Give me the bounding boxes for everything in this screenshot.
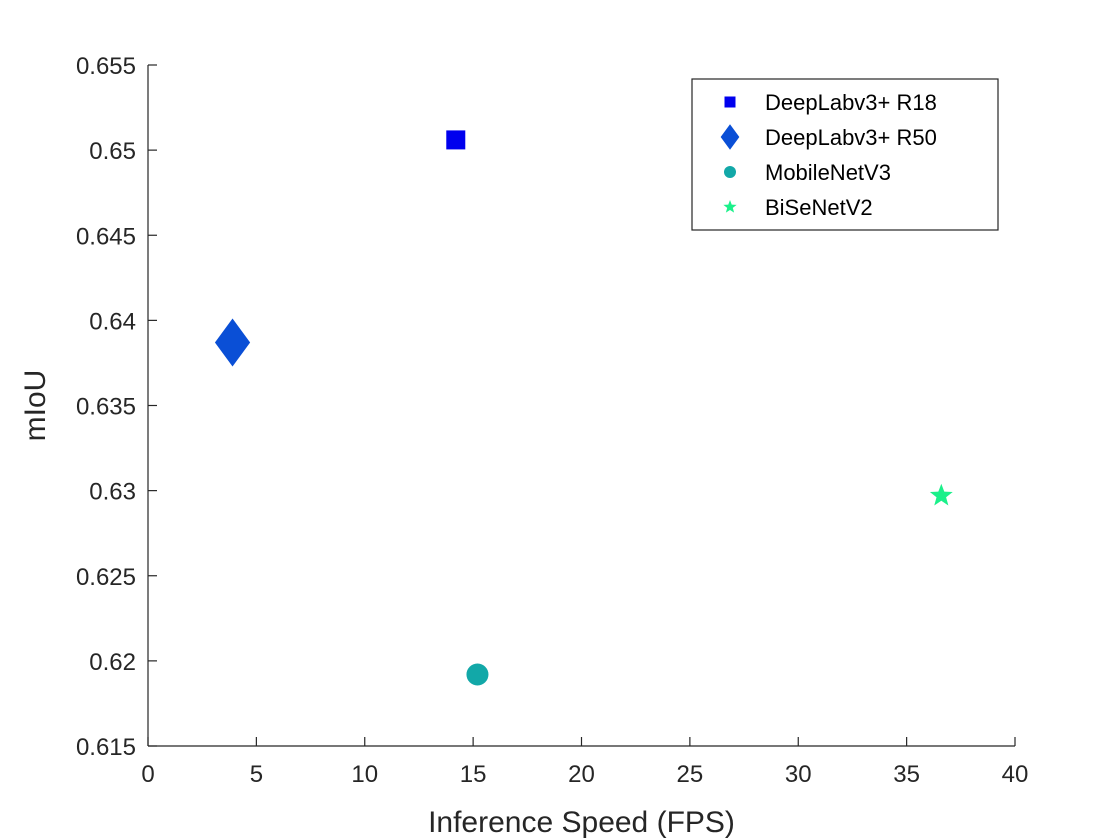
legend: DeepLabv3+ R18 DeepLabv3+ R50 MobileNetV3 B… bbox=[691, 78, 999, 231]
x-tick-label: 10 bbox=[351, 761, 378, 788]
data-points bbox=[214, 130, 953, 686]
legend-marker bbox=[723, 200, 737, 213]
legend-entry: BiSeNetV2 bbox=[765, 195, 873, 220]
y-tick-label: 0.62 bbox=[89, 649, 136, 676]
y-tick-label: 0.65 bbox=[89, 138, 136, 165]
data-point-bisenetv2 bbox=[929, 483, 953, 506]
data-point-mobilenetv3 bbox=[466, 663, 489, 686]
y-tick-label: 0.655 bbox=[76, 53, 136, 80]
x-tick-label: 35 bbox=[893, 761, 920, 788]
legend-marker bbox=[720, 124, 740, 150]
legend-box bbox=[691, 78, 999, 231]
legend-marker bbox=[724, 166, 736, 178]
x-tick-label: 40 bbox=[1002, 761, 1029, 788]
y-tick-label: 0.64 bbox=[89, 308, 136, 335]
tick-labels: 0 5 10 15 20 25 30 35 40 0.615 0.62 0.625 0.63 0.635 0… bbox=[76, 53, 1028, 788]
tick-marks bbox=[147, 64, 1016, 747]
legend-entry: DeepLabv3+ R18 bbox=[765, 90, 937, 115]
x-axis-label: Inference Speed (FPS) bbox=[428, 806, 735, 839]
y-axis-label: mIoU bbox=[19, 370, 52, 442]
y-tick-label: 0.625 bbox=[76, 564, 136, 591]
data-point-deeplabv3-r18 bbox=[446, 130, 466, 150]
data-point-deeplabv3-r50 bbox=[214, 318, 251, 367]
y-tick-label: 0.645 bbox=[76, 223, 136, 250]
y-tick-label: 0.635 bbox=[76, 394, 136, 421]
legend-marker bbox=[724, 96, 736, 108]
x-tick-label: 5 bbox=[250, 761, 263, 788]
x-tick-label: 15 bbox=[460, 761, 487, 788]
y-tick-label: 0.615 bbox=[76, 734, 136, 761]
x-tick-label: 30 bbox=[785, 761, 812, 788]
y-tick-label: 0.63 bbox=[89, 479, 136, 506]
legend-entry: DeepLabv3+ R50 bbox=[765, 125, 937, 150]
x-tick-label: 20 bbox=[568, 761, 595, 788]
legend-entry: MobileNetV3 bbox=[765, 160, 891, 185]
x-tick-label: 25 bbox=[677, 761, 704, 788]
x-tick-label: 0 bbox=[141, 761, 154, 788]
